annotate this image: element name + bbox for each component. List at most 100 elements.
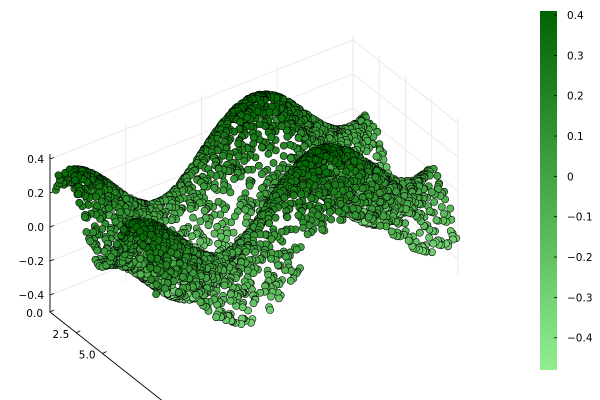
data-point: [379, 212, 388, 220]
colorbar: −0.4 −0.3 −0.2 −0.1 0 0.1 0.2 0.3 0.4: [540, 10, 593, 370]
data-point: [307, 194, 316, 203]
data-point: [297, 190, 306, 199]
colorbar-tick-label: 0.4: [567, 10, 584, 22]
data-point: [292, 245, 301, 254]
data-point: [432, 216, 441, 225]
data-point: [93, 246, 102, 255]
data-point: [146, 263, 155, 272]
data-point: [119, 225, 128, 234]
data-point: [104, 204, 113, 213]
data-point: [279, 152, 288, 160]
data-point: [286, 277, 295, 285]
data-point: [350, 157, 359, 165]
data-point: [174, 288, 183, 297]
data-point: [219, 186, 228, 195]
data-point: [74, 190, 83, 199]
data-point: [283, 132, 292, 141]
colorbar-tick-label: 0.3: [567, 50, 584, 62]
data-point: [440, 209, 448, 218]
z-axis-tick-label: −0.2: [19, 256, 45, 268]
data-point: [161, 284, 169, 293]
z-axis-tick-label: 0.4: [27, 154, 44, 166]
data-point: [243, 266, 252, 275]
colorbar-tick-label: 0: [567, 171, 574, 183]
data-point: [437, 203, 446, 211]
x-axis-tick-label: 2.5: [53, 329, 70, 341]
data-point: [220, 281, 229, 290]
data-point: [264, 150, 273, 158]
data-point: [376, 221, 385, 230]
data-point: [289, 191, 298, 200]
axes: −0.4 −0.2 0.0 0.2 0.4 0.0 2.5 5.0: [19, 153, 163, 400]
data-point: [212, 313, 221, 322]
data-point: [136, 254, 145, 263]
data-point: [136, 270, 145, 279]
data-point: [275, 294, 283, 303]
data-point: [226, 188, 235, 197]
x-axis-tick-label: 5.0: [79, 350, 96, 362]
data-point: [204, 221, 213, 230]
data-point: [404, 236, 413, 245]
data-point: [236, 201, 245, 209]
data-point: [75, 198, 84, 207]
data-point: [430, 198, 439, 206]
data-point: [271, 146, 280, 155]
data-point: [122, 195, 131, 203]
data-point: [249, 133, 258, 142]
data-point: [86, 237, 94, 246]
data-point: [146, 253, 155, 262]
colorbar-tick-label: −0.4: [567, 333, 593, 345]
data-point: [186, 204, 195, 213]
data-point: [265, 108, 274, 117]
data-point: [258, 143, 266, 152]
data-point: [251, 248, 259, 257]
data-point: [279, 141, 288, 150]
data-point: [200, 206, 209, 215]
data-point: [277, 114, 286, 122]
data-point: [299, 223, 307, 232]
data-point: [192, 291, 200, 299]
colorbar-tick-label: −0.1: [567, 212, 593, 224]
data-point: [210, 229, 219, 238]
data-point: [325, 208, 334, 216]
data-point: [274, 261, 282, 270]
data-point: [322, 168, 331, 177]
data-point: [267, 235, 276, 244]
data-point: [238, 303, 247, 312]
z-axis-tick-label: 0.2: [27, 188, 44, 200]
data-point: [277, 122, 286, 131]
data-point: [189, 213, 197, 222]
data-point: [234, 152, 243, 161]
data-point: [242, 219, 250, 227]
data-point: [147, 275, 156, 284]
data-point: [429, 239, 438, 248]
data-point: [267, 133, 275, 141]
data-point: [196, 298, 205, 306]
data-point: [342, 167, 351, 176]
data-point: [229, 228, 238, 237]
data-point: [334, 207, 343, 216]
data-point: [294, 211, 303, 220]
data-point: [111, 217, 120, 226]
data-point: [178, 273, 187, 281]
data-point: [196, 217, 205, 226]
z-axis-tick-label: −0.4: [19, 290, 45, 302]
data-point: [245, 181, 254, 190]
data-point: [269, 159, 278, 167]
data-point: [230, 175, 238, 183]
data-point: [152, 290, 160, 298]
data-point: [264, 270, 272, 279]
data-point: [139, 241, 148, 250]
data-point: [236, 118, 245, 126]
data-point: [351, 211, 360, 220]
data-point: [271, 213, 280, 222]
data-point: [257, 170, 266, 178]
data-point: [188, 232, 196, 241]
data-point: [92, 192, 100, 201]
data-point: [89, 228, 98, 236]
data-point: [71, 176, 79, 185]
data-point: [116, 208, 124, 217]
data-point: [112, 240, 121, 248]
data-point: [387, 227, 396, 236]
data-point: [349, 204, 357, 213]
